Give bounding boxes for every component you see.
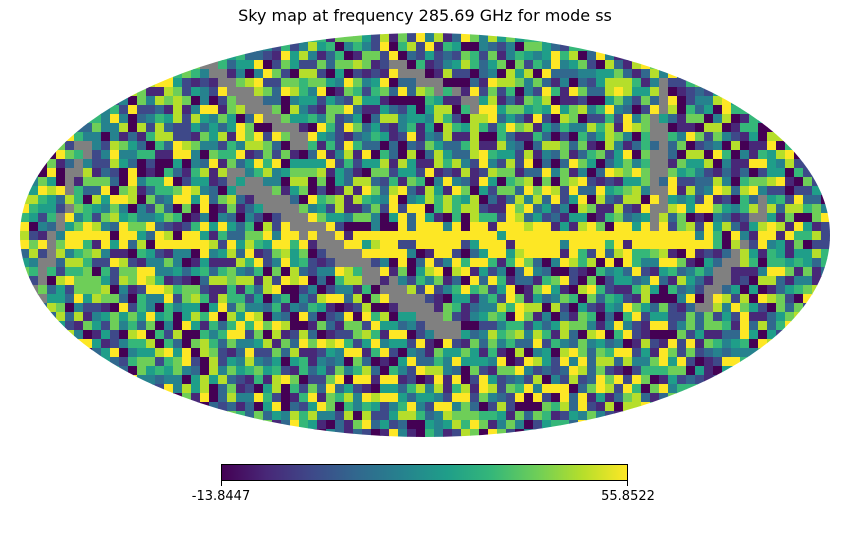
map-title: Sky map at frequency 285.69 GHz for mode… [238, 6, 612, 25]
colorbar-min-label: -13.8447 [191, 489, 251, 504]
colorbar-max-tick [627, 481, 628, 486]
colorbar [221, 464, 628, 481]
colorbar-max-label: 55.8522 [601, 489, 655, 504]
colorbar-min-tick [221, 481, 222, 486]
map-pixels [20, 33, 830, 437]
